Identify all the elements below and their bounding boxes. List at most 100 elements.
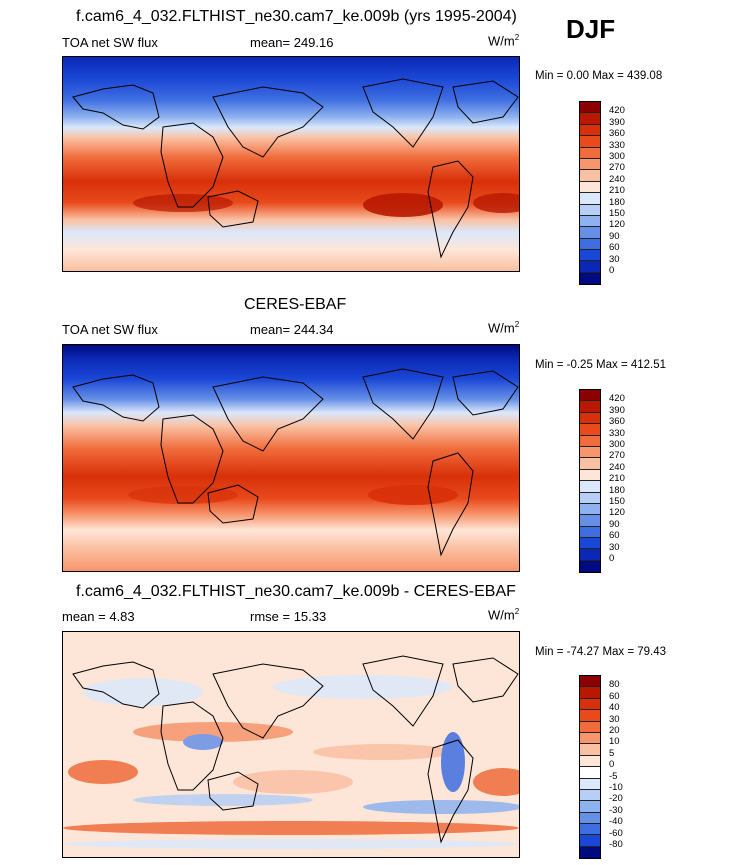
colorbar-swatch [580, 481, 600, 493]
colorbar-tick-label: 270 [609, 162, 625, 174]
panel3-rmse-label: rmse = 15.33 [250, 609, 327, 624]
colorbar-tick-label: 240 [609, 173, 625, 185]
colorbar-tick-label: 180 [609, 196, 625, 208]
colorbar-swatch [580, 193, 600, 205]
colorbar-tick-label: 90 [609, 518, 620, 530]
colorbar-swatch [580, 424, 600, 436]
panel1-map [62, 56, 520, 272]
colorbar-tick-label: -80 [609, 839, 623, 850]
colorbar-swatch [580, 560, 600, 573]
colorbar-tick-label: 390 [609, 404, 625, 416]
colorbar-swatch [580, 732, 600, 745]
colorbar-swatch [580, 755, 600, 768]
colorbar-swatch [580, 698, 600, 711]
colorbar-tick-label: 120 [609, 219, 625, 231]
panel1-mean-label: mean= 249.16 [250, 35, 334, 50]
colorbar-tick-label: -60 [609, 827, 623, 839]
colorbar-swatch [580, 458, 600, 470]
colorbar-swatch [580, 113, 600, 125]
colorbar-tick-label: 10 [609, 736, 620, 748]
colorbar-swatch [580, 812, 600, 825]
panel2-colorbar [579, 389, 601, 574]
colorbar-swatch [580, 124, 600, 137]
colorbar-tick-label: 180 [609, 484, 625, 496]
colorbar-swatch [580, 469, 600, 482]
colorbar-tick-label: 150 [609, 496, 625, 507]
colorbar-swatch [580, 801, 600, 813]
panel1-units: W/m2 [488, 33, 520, 49]
colorbar-tick-label: -5 [609, 770, 618, 782]
colorbar-tick-label: 20 [609, 725, 620, 736]
panel3-mean-label: mean = 4.83 [62, 609, 135, 624]
colorbar-swatch [580, 676, 600, 688]
colorbar-swatch [580, 767, 600, 779]
colorbar-swatch [580, 250, 600, 262]
colorbar-swatch [580, 789, 600, 802]
colorbar-swatch [580, 549, 600, 561]
panel3-map [62, 631, 520, 858]
colorbar-swatch [580, 390, 600, 402]
colorbar-swatch [580, 744, 600, 756]
colorbar-tick-label: 360 [609, 416, 625, 428]
colorbar-swatch [580, 710, 600, 722]
panel2-minmax: Min = -0.25 Max = 412.51 [535, 359, 667, 371]
panel2-variable-label: TOA net SW flux [62, 322, 158, 337]
panel3-colorbar [579, 675, 601, 860]
panel2-mean-label: mean= 244.34 [250, 322, 334, 337]
colorbar-tick-label: 30 [609, 253, 620, 265]
colorbar-swatch [580, 272, 600, 285]
colorbar-swatch [580, 158, 600, 171]
colorbar-tick-label: 270 [609, 450, 625, 462]
colorbar-swatch [580, 515, 600, 527]
colorbar-tick-label: 300 [609, 151, 625, 162]
colorbar-swatch [580, 835, 600, 847]
colorbar-swatch [580, 824, 600, 836]
panel1-minmax: Min = 0.00 Max = 439.08 [535, 70, 663, 82]
colorbar-swatch [580, 261, 600, 273]
colorbar-tick-label: 360 [609, 128, 625, 140]
panel3-minmax: Min = -74.27 Max = 79.43 [535, 646, 667, 658]
colorbar-tick-label: 0 [609, 759, 615, 771]
season-label: DJF [566, 14, 616, 44]
colorbar-tick-label: -10 [609, 782, 623, 793]
colorbar-tick-label: 330 [609, 139, 625, 151]
colorbar-tick-label: 0 [609, 265, 615, 276]
colorbar-swatch [580, 446, 600, 459]
panel3-units: W/m2 [488, 607, 520, 623]
colorbar-tick-label: 80 [609, 679, 620, 691]
colorbar-swatch [580, 846, 600, 859]
colorbar-tick-label: 150 [609, 208, 625, 219]
colorbar-tick-label: 0 [609, 553, 615, 564]
colorbar-tick-label: 420 [609, 105, 625, 117]
colorbar-swatch [580, 170, 600, 182]
colorbar-swatch [580, 503, 600, 516]
colorbar-tick-label: -20 [609, 793, 623, 805]
colorbar-swatch [580, 526, 600, 539]
colorbar-tick-label: -30 [609, 804, 623, 816]
colorbar-tick-label: 210 [609, 185, 625, 197]
colorbar-tick-label: 60 [609, 242, 620, 254]
colorbar-tick-label: 40 [609, 702, 620, 714]
panel1-map-field [63, 57, 519, 271]
colorbar-tick-label: -40 [609, 816, 623, 828]
colorbar-swatch [580, 238, 600, 251]
colorbar-swatch [580, 687, 600, 699]
colorbar-swatch [580, 227, 600, 239]
colorbar-tick-label: 60 [609, 530, 620, 542]
panel2-units: W/m2 [488, 320, 520, 336]
colorbar-swatch [580, 538, 600, 550]
colorbar-tick-label: 30 [609, 713, 620, 725]
colorbar-swatch [580, 492, 600, 504]
colorbar-swatch [580, 102, 600, 114]
panel1-variable-label: TOA net SW flux [62, 35, 158, 50]
colorbar-tick-label: 390 [609, 116, 625, 128]
colorbar-tick-label: 120 [609, 507, 625, 519]
colorbar-swatch [580, 778, 600, 790]
colorbar-tick-label: 5 [609, 747, 615, 759]
colorbar-swatch [580, 401, 600, 413]
colorbar-swatch [580, 204, 600, 216]
panel1-colorbar [579, 101, 601, 286]
colorbar-tick-label: 90 [609, 230, 620, 242]
panel2-map-field [63, 345, 519, 571]
colorbar-swatch [580, 136, 600, 148]
